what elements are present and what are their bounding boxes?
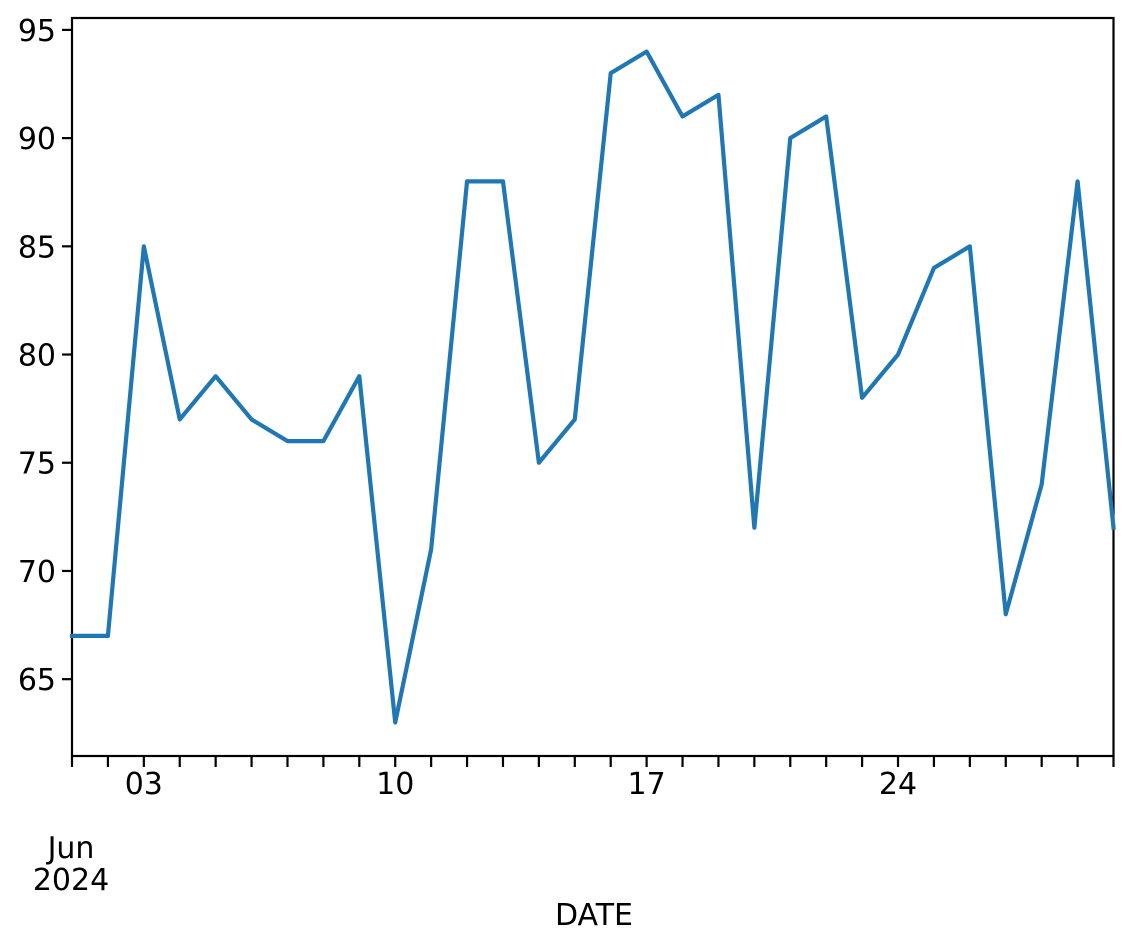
axes-layer: 65 70 75 80 85 90 95 03 10 17 24 bbox=[18, 14, 1116, 802]
x-tick-label: 03 bbox=[125, 767, 163, 802]
y-tick-label: 90 bbox=[18, 122, 56, 157]
x-axis-label: DATE bbox=[555, 898, 633, 933]
x-tick-label: 10 bbox=[376, 767, 414, 802]
y-tick-label: 85 bbox=[18, 230, 56, 265]
y-tick-label: 80 bbox=[18, 339, 56, 374]
x-tick-label: 24 bbox=[879, 767, 917, 802]
series-line bbox=[69, 49, 1116, 725]
x-offset-month-label: Jun bbox=[46, 831, 95, 866]
plot-border bbox=[70, 16, 1115, 758]
y-tick-label: 65 bbox=[18, 663, 56, 698]
y-tick-label: 75 bbox=[18, 447, 56, 482]
y-tick-label: 95 bbox=[18, 14, 56, 49]
y-tick-label: 70 bbox=[18, 555, 56, 590]
x-offset-year-label: 2024 bbox=[33, 863, 109, 898]
x-tick-label: 17 bbox=[628, 767, 666, 802]
